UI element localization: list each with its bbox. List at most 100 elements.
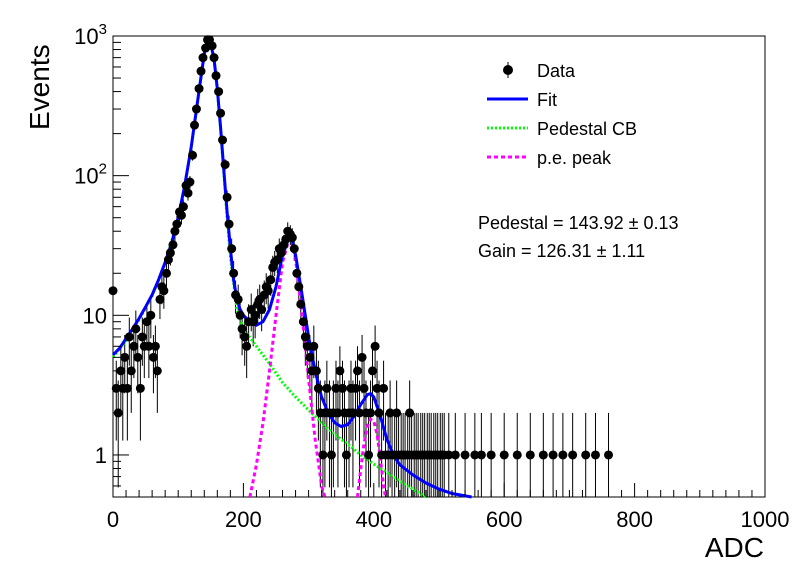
data-point bbox=[590, 450, 600, 460]
legend-entry-data: Data bbox=[503, 61, 576, 81]
data-point bbox=[263, 286, 273, 296]
data-point bbox=[348, 408, 358, 418]
data-point bbox=[135, 383, 145, 393]
data-point bbox=[224, 219, 234, 229]
data-point bbox=[191, 104, 201, 114]
data-point bbox=[370, 341, 380, 351]
data-point bbox=[146, 310, 156, 320]
y-tick-label: 1 bbox=[95, 443, 107, 468]
x-tick-label: 600 bbox=[486, 507, 523, 532]
data-point bbox=[188, 150, 198, 160]
data-point bbox=[351, 383, 361, 393]
data-point bbox=[548, 450, 558, 460]
data-point bbox=[309, 341, 319, 351]
data-point bbox=[379, 383, 389, 393]
pe-peak-2-curve bbox=[356, 417, 387, 498]
plot-area bbox=[112, 35, 766, 498]
data-point bbox=[155, 294, 165, 304]
data-point bbox=[124, 332, 134, 342]
legend-entry-pedestal: Pedestal CB bbox=[487, 119, 637, 139]
legend: Data Fit Pedestal CB p.e. peak bbox=[487, 61, 637, 168]
data-point bbox=[163, 255, 173, 265]
plot-frame bbox=[112, 35, 766, 498]
data-point bbox=[450, 450, 460, 460]
data-point bbox=[366, 408, 376, 418]
legend-label-pedestal: Pedestal CB bbox=[537, 119, 637, 139]
data-point bbox=[194, 84, 204, 94]
data-point bbox=[341, 450, 351, 460]
data-point bbox=[372, 383, 382, 393]
data-point bbox=[131, 324, 141, 334]
data-point bbox=[292, 268, 302, 278]
data-point bbox=[289, 244, 299, 254]
data-point bbox=[313, 383, 323, 393]
annotation-pedestal: Pedestal = 143.92 ± 0.13 bbox=[478, 213, 679, 233]
data-point bbox=[207, 41, 217, 51]
legend-entry-fit: Fit bbox=[487, 90, 557, 110]
data-point bbox=[233, 294, 243, 304]
data-point bbox=[229, 268, 239, 278]
data-point bbox=[460, 450, 470, 460]
data-point bbox=[209, 53, 219, 63]
data-point bbox=[470, 450, 480, 460]
x-tick-label: 200 bbox=[225, 507, 262, 532]
data-point bbox=[364, 450, 374, 460]
x-tick-label: 800 bbox=[616, 507, 653, 532]
data-point bbox=[331, 383, 341, 393]
legend-entry-pe-peak: p.e. peak bbox=[487, 148, 612, 168]
data-point bbox=[218, 135, 228, 145]
data-point bbox=[499, 450, 509, 460]
x-axis: 0 200 400 600 800 1000 bbox=[107, 483, 790, 532]
x-tick-label: 400 bbox=[355, 507, 392, 532]
data-point bbox=[333, 408, 343, 418]
data-point bbox=[198, 53, 208, 63]
data-point bbox=[120, 352, 130, 362]
data-point bbox=[305, 352, 315, 362]
data-point bbox=[190, 120, 199, 130]
data-point bbox=[538, 450, 548, 460]
data-point bbox=[137, 332, 147, 342]
y-axis: 1 10 102 103 bbox=[74, 21, 129, 498]
data-point bbox=[129, 341, 139, 351]
data-markers bbox=[108, 35, 614, 460]
data-point bbox=[250, 310, 260, 320]
x-tick-label: 1000 bbox=[741, 507, 790, 532]
data-point bbox=[392, 408, 402, 418]
data-point bbox=[294, 282, 304, 292]
data-point bbox=[335, 366, 345, 376]
data-point bbox=[359, 383, 369, 393]
legend-label-data: Data bbox=[537, 61, 576, 81]
data-point bbox=[326, 450, 336, 460]
data-point bbox=[581, 450, 591, 460]
data-point bbox=[211, 71, 221, 81]
data-point bbox=[405, 408, 415, 418]
data-point bbox=[276, 248, 286, 258]
data-point bbox=[476, 450, 486, 460]
data-point bbox=[444, 450, 454, 460]
annotation-gain: Gain = 126.31 ± 1.11 bbox=[478, 241, 645, 261]
data-point bbox=[222, 192, 232, 202]
data-point bbox=[322, 383, 332, 393]
data-point bbox=[220, 160, 230, 170]
data-point bbox=[300, 332, 310, 342]
data-point bbox=[512, 450, 522, 460]
data-point bbox=[257, 305, 267, 315]
data-point bbox=[311, 366, 321, 376]
data-point bbox=[165, 248, 175, 258]
data-point bbox=[374, 408, 384, 418]
data-point bbox=[159, 286, 169, 296]
data-point bbox=[357, 352, 367, 362]
data-point bbox=[287, 233, 297, 243]
data-point bbox=[152, 366, 162, 376]
legend-marker-data bbox=[503, 65, 513, 75]
data-point bbox=[144, 341, 154, 351]
y-tick-label: 102 bbox=[74, 161, 107, 189]
pe-peak-curve bbox=[248, 236, 327, 498]
data-point bbox=[266, 275, 276, 285]
y-axis-label: Events bbox=[24, 44, 55, 130]
x-tick-label: 0 bbox=[107, 507, 119, 532]
data-point bbox=[353, 366, 362, 376]
data-point bbox=[216, 108, 226, 118]
data-point bbox=[237, 324, 247, 334]
